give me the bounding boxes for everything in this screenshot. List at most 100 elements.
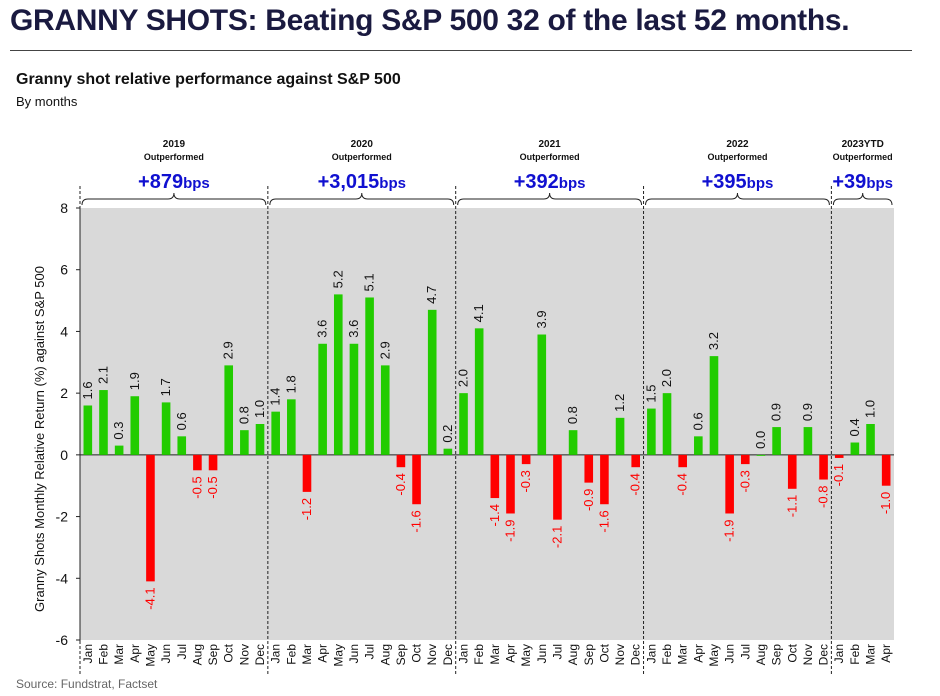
bar-32: [584, 454, 594, 483]
bar-34: [615, 417, 625, 455]
value-label: -0.1: [831, 464, 846, 486]
x-tick-label: Oct: [597, 643, 611, 662]
bar-26: [490, 454, 500, 499]
x-tick-label: Jan: [644, 644, 658, 663]
bar-19: [380, 365, 390, 455]
value-label: 3.9: [534, 310, 549, 328]
bar-8: [208, 454, 218, 471]
bar-45: [787, 454, 797, 489]
value-label: -1.2: [299, 498, 314, 520]
year-label: 2020: [351, 139, 374, 150]
x-tick-label: May: [331, 644, 345, 667]
bar-41: [725, 454, 734, 514]
x-tick-label: Aug: [190, 644, 204, 665]
x-tick-label: Feb: [96, 644, 110, 665]
x-tick-label: Apr: [879, 644, 893, 663]
value-label: 2.1: [95, 366, 110, 384]
x-tick-label: Dec: [441, 644, 455, 665]
value-label: -1.1: [784, 495, 799, 517]
x-tick-label: Jul: [175, 644, 189, 659]
year-brace: [645, 192, 830, 206]
x-tick-label: Dec: [253, 644, 267, 665]
bar-15: [318, 343, 327, 455]
bar-24: [459, 393, 468, 455]
bar-23: [443, 448, 453, 455]
year-label: 2021: [538, 139, 561, 150]
bar-39: [694, 436, 703, 455]
bar-37: [662, 393, 672, 455]
bar-31: [568, 430, 578, 455]
year-brace: [457, 192, 643, 206]
x-tick-label: Oct: [785, 643, 799, 662]
value-label: -0.9: [581, 489, 596, 511]
value-label: -1.4: [487, 504, 502, 526]
value-label: 2.0: [456, 369, 471, 387]
x-tick-label: Oct: [222, 643, 236, 662]
year-label: 2023YTD: [842, 139, 884, 150]
bar-43: [756, 454, 766, 456]
year-bps-value: +3,015bps: [318, 171, 406, 193]
x-tick-label: May: [707, 644, 721, 667]
value-label: -0.3: [518, 470, 533, 492]
bar-48: [834, 454, 844, 458]
year-bps-unit: bps: [379, 175, 406, 192]
value-label: 0.8: [236, 406, 251, 424]
value-label: 5.2: [330, 270, 345, 288]
value-label: -2.1: [549, 526, 564, 548]
x-tick-label: Sep: [582, 644, 596, 666]
x-tick-label: Mar: [488, 644, 502, 665]
value-label: 0.0: [753, 431, 768, 449]
year-brace: [269, 192, 455, 206]
x-tick-label: Nov: [613, 644, 627, 665]
value-label: 3.6: [315, 320, 330, 338]
value-label: 5.1: [362, 273, 377, 291]
y-tick-label: 0: [60, 447, 68, 463]
x-tick-label: Nov: [801, 644, 815, 665]
x-tick-label: Oct: [410, 643, 424, 662]
x-tick-label: Nov: [237, 644, 251, 665]
value-label: 1.2: [612, 394, 627, 412]
bar-28: [521, 454, 531, 465]
bar-3: [130, 396, 140, 455]
value-label: -0.5: [189, 476, 204, 498]
x-tick-label: Aug: [754, 644, 768, 665]
x-tick-label: Sep: [394, 644, 408, 666]
y-tick-label: -2: [56, 509, 69, 525]
bar-27: [506, 454, 515, 514]
value-label: -1.0: [878, 492, 893, 514]
value-label: 2.9: [377, 341, 392, 359]
year-status: Outperformed: [144, 152, 204, 162]
x-tick-label: Mar: [300, 644, 314, 665]
value-label: 0.3: [111, 422, 126, 440]
year-bps-unit: bps: [559, 175, 586, 192]
x-tick-label: Mar: [864, 644, 878, 665]
x-tick-label: Apr: [128, 644, 142, 663]
value-label: -0.3: [737, 470, 752, 492]
x-tick-label: Nov: [425, 644, 439, 665]
value-label: -0.4: [393, 473, 408, 495]
y-tick-label: 2: [60, 385, 68, 401]
y-tick-label: 4: [60, 323, 68, 339]
year-status: Outperformed: [833, 152, 893, 162]
x-tick-label: Dec: [817, 644, 831, 665]
x-tick-label: Jan: [269, 644, 283, 663]
value-label: 1.6: [80, 381, 95, 399]
bar-42: [740, 454, 750, 465]
bar-5: [161, 402, 171, 455]
year-brace: [832, 192, 893, 206]
bar-14: [302, 454, 312, 492]
bar-44: [772, 427, 781, 455]
y-axis-title: Granny Shots Monthly Relative Return (%)…: [32, 266, 47, 612]
bar-11: [255, 424, 265, 455]
bar-6: [177, 436, 187, 455]
bar-22: [427, 309, 437, 455]
bar-21: [412, 454, 421, 505]
value-label: 0.6: [174, 412, 189, 430]
x-tick-label: Feb: [472, 644, 486, 665]
x-tick-label: Mar: [112, 644, 126, 665]
x-tick-label: Jun: [723, 644, 737, 663]
bar-4: [146, 454, 155, 582]
bar-51: [881, 454, 891, 486]
bar-7: [193, 454, 202, 471]
